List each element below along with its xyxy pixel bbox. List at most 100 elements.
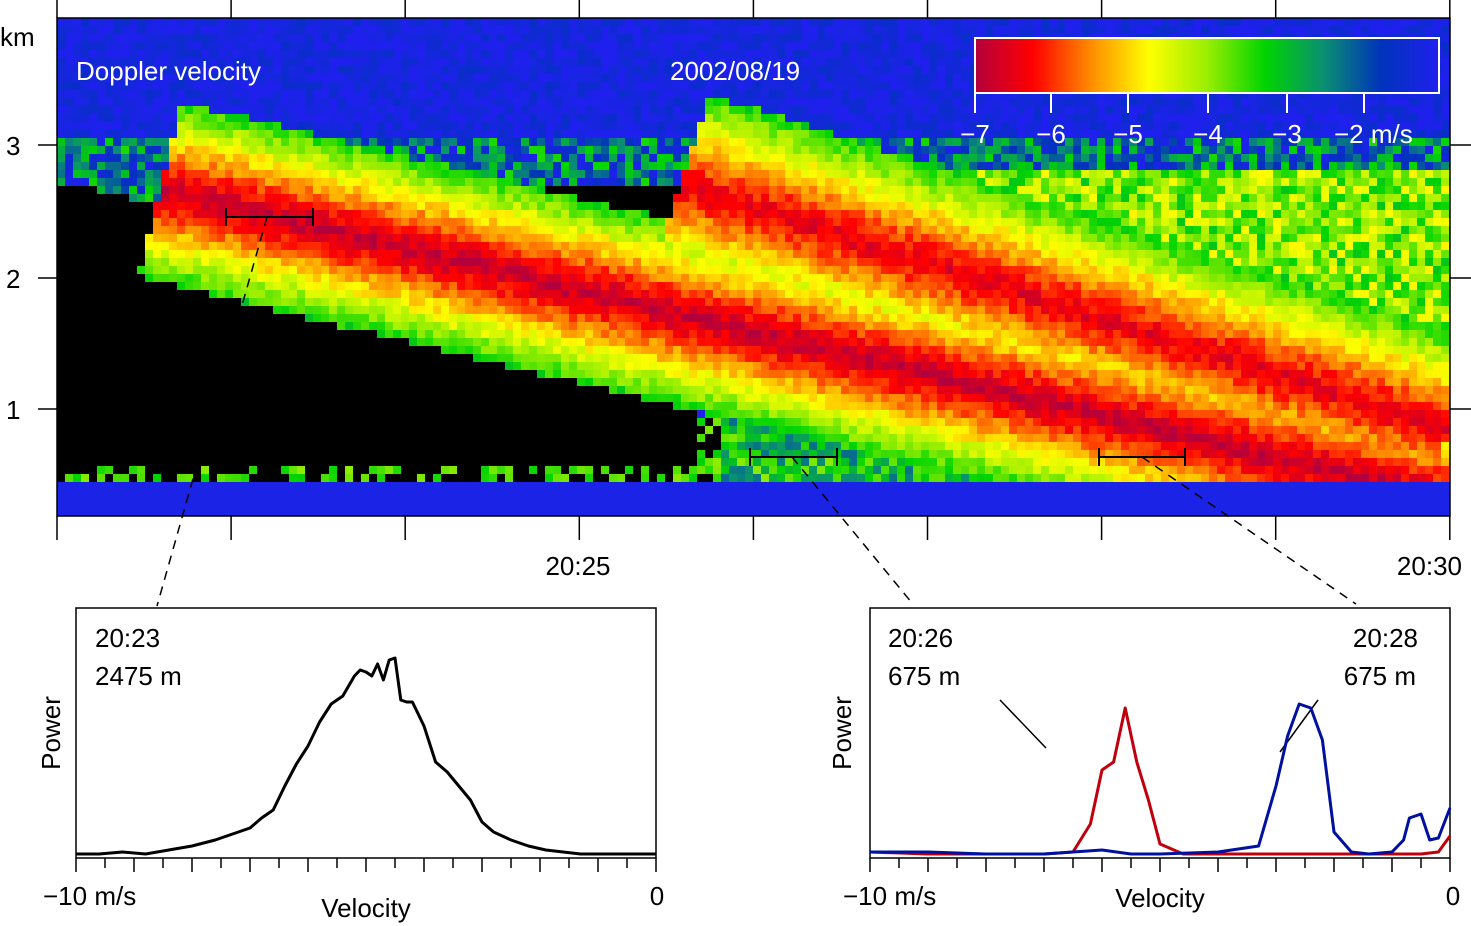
- heatmap-cell: [137, 138, 146, 147]
- heatmap-cell: [1161, 122, 1170, 131]
- heatmap-cell: [505, 58, 514, 67]
- heatmap-cell: [1209, 154, 1218, 163]
- heatmap-cell: [449, 34, 458, 43]
- heatmap-cell: [113, 58, 122, 67]
- heatmap-cell: [1177, 122, 1186, 131]
- heatmap-cell: [1041, 170, 1050, 179]
- heatmap-cell: [1409, 162, 1418, 171]
- heatmap-cell: [497, 26, 506, 35]
- heatmap-cell: [137, 122, 146, 131]
- heatmap-cell: [961, 178, 970, 187]
- heatmap-cell: [961, 122, 970, 131]
- heatmap-cell: [769, 186, 778, 195]
- heatmap-cell: [433, 162, 442, 171]
- heatmap-cell: [825, 74, 834, 83]
- heatmap-cell: [857, 90, 866, 99]
- heatmap-cell: [1185, 114, 1194, 123]
- heatmap-cell: [961, 154, 970, 163]
- heatmap-cell: [897, 122, 906, 131]
- heatmap-cell: [1169, 234, 1178, 243]
- heatmap-cell: [1369, 154, 1378, 163]
- heatmap-cell: [1337, 18, 1346, 27]
- heatmap-cell: [457, 186, 466, 195]
- heatmap-cell: [1081, 114, 1090, 123]
- heatmap-cell: [465, 178, 474, 187]
- heatmap-cell: [145, 106, 154, 115]
- heatmap-cell: [953, 114, 962, 123]
- heatmap-cell: [329, 18, 338, 27]
- heatmap-cell: [1033, 186, 1042, 195]
- heatmap-cell: [561, 234, 570, 243]
- heatmap-cell: [705, 186, 714, 195]
- heatmap-cell: [65, 66, 74, 75]
- heatmap-cell: [585, 34, 594, 43]
- heatmap-cell: [473, 194, 482, 203]
- heatmap-cell: [1297, 170, 1306, 179]
- doppler-map-panel: km 3 2 1 20:25 20:30 Doppler velocity 20…: [0, 0, 1471, 581]
- heatmap-cell: [1305, 90, 1314, 99]
- heatmap-cell: [1169, 106, 1178, 115]
- heatmap-cell: [1113, 90, 1122, 99]
- heatmap-cell: [1441, 42, 1450, 51]
- heatmap-cell: [137, 210, 146, 219]
- heatmap-cell: [209, 138, 218, 147]
- heatmap-cell: [833, 218, 842, 227]
- heatmap-cell: [617, 186, 626, 195]
- heatmap-cell: [601, 74, 610, 83]
- heatmap-cell: [257, 98, 266, 107]
- heatmap-cell: [201, 82, 210, 91]
- heatmap-cell: [1089, 178, 1098, 187]
- heatmap-cell: [265, 106, 274, 115]
- heatmap-cell: [81, 210, 90, 219]
- heatmap-cell: [1297, 202, 1306, 211]
- heatmap-cell: [209, 90, 218, 99]
- heatmap-cell: [465, 194, 474, 203]
- heatmap-cell: [1001, 234, 1010, 243]
- heatmap-cell: [1297, 194, 1306, 203]
- heatmap-cell: [977, 90, 986, 99]
- heatmap-cell: [889, 234, 898, 243]
- heatmap-cell: [105, 42, 114, 51]
- heatmap-cell: [433, 130, 442, 139]
- heatmap-cell: [161, 242, 170, 251]
- heatmap-cell: [505, 66, 514, 75]
- heatmap-cell: [1217, 186, 1226, 195]
- heatmap-cell: [953, 186, 962, 195]
- heatmap-cell: [1185, 26, 1194, 35]
- heatmap-cell: [937, 66, 946, 75]
- heatmap-cell: [433, 178, 442, 187]
- heatmap-cell: [57, 106, 66, 115]
- heatmap-cell: [337, 74, 346, 83]
- heatmap-cell: [785, 186, 794, 195]
- heatmap-cell: [129, 34, 138, 43]
- heatmap-cell: [569, 226, 578, 235]
- heatmap-cell: [289, 226, 298, 235]
- heatmap-cell: [761, 186, 770, 195]
- heatmap-cell: [233, 178, 242, 187]
- heatmap-cell: [57, 130, 66, 139]
- heatmap-cell: [1321, 114, 1330, 123]
- heatmap-cell: [361, 50, 370, 59]
- heatmap-cell: [353, 90, 362, 99]
- heatmap-cell: [1257, 186, 1266, 195]
- heatmap-cell: [329, 82, 338, 91]
- heatmap-cell: [1345, 18, 1354, 27]
- heatmap-cell: [89, 202, 98, 211]
- heatmap-cell: [273, 210, 282, 219]
- heatmap-cell: [377, 114, 386, 123]
- heatmap-cell: [1153, 154, 1162, 163]
- heatmap-cell: [673, 178, 682, 187]
- heatmap-cell: [777, 138, 786, 147]
- heatmap-cell: [601, 90, 610, 99]
- heatmap-cell: [137, 18, 146, 27]
- heatmap-cell: [409, 18, 418, 27]
- heatmap-cell: [921, 218, 930, 227]
- heatmap-cell: [801, 154, 810, 163]
- heatmap-cell: [729, 18, 738, 27]
- heatmap-cell: [521, 226, 530, 235]
- heatmap-cell: [985, 226, 994, 235]
- heatmap-cell: [185, 34, 194, 43]
- heatmap-cell: [441, 82, 450, 91]
- heatmap-cell: [441, 226, 450, 235]
